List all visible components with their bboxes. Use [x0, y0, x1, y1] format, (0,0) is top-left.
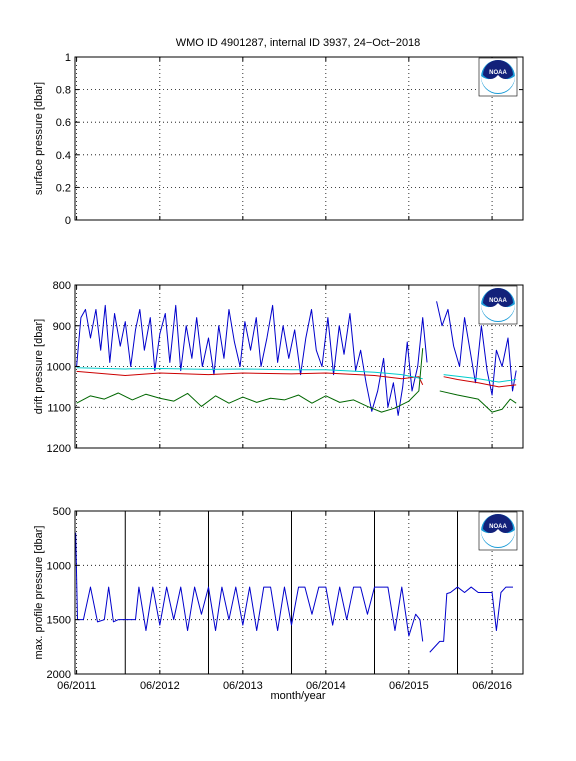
x-tick-label: 06/2012 — [140, 680, 180, 692]
y-tick-label: 1000 — [47, 362, 71, 374]
logo-sky — [483, 60, 513, 79]
y-tick-label: 2000 — [47, 669, 71, 681]
y-axis-label: surface pressure [dbar] — [33, 82, 45, 195]
y-tick-label: 0.6 — [56, 117, 71, 129]
chart-title: WMO ID 4901287, internal ID 3937, 24−Oct… — [176, 37, 421, 49]
drift-pressure-panel: 800 900 1000 1100 1200 drift pressure [dbar] N… — [33, 280, 524, 455]
series-line-green — [439, 390, 517, 413]
y-tick-label: 900 — [53, 321, 71, 333]
y-tick-label: 1200 — [47, 443, 71, 455]
y-tick-label: 500 — [53, 506, 71, 518]
x-tick-label: 06/2013 — [223, 680, 263, 692]
x-tick-label: 06/2016 — [472, 680, 512, 692]
surface-pressure-panel: 0 0.2 0.4 0.6 0.8 1 surface pressure [dbar] NOA… — [33, 52, 524, 227]
noaa-logo: NOAA — [478, 285, 518, 325]
logo-text: NOAA — [489, 298, 507, 304]
x-tick-label: 06/2014 — [306, 680, 346, 692]
y-tick-label: 0.8 — [56, 85, 71, 97]
y-tick-label: 0 — [65, 215, 71, 227]
y-tick-label: 1100 — [47, 402, 71, 414]
y-tick-label: 800 — [53, 280, 71, 292]
series-line-blue — [436, 301, 517, 396]
y-tick-label: 0.2 — [56, 182, 71, 194]
series-line-blue — [429, 586, 513, 653]
series-line-cyan — [443, 374, 517, 383]
noaa-logo: NOAA — [478, 57, 518, 97]
series-line-red — [443, 376, 517, 388]
series-line-green — [76, 348, 424, 413]
plot-frame — [74, 510, 524, 675]
logo-text: NOAA — [489, 70, 507, 76]
y-axis-label: drift pressure [dbar] — [33, 319, 45, 414]
logo-wave — [481, 74, 515, 93]
series-line-blue — [75, 532, 424, 642]
y-tick-label: 1000 — [47, 560, 71, 572]
logo-sky — [483, 288, 513, 307]
y-tick-label: 1 — [65, 52, 71, 64]
y-axis-label: max. profile pressure [dbar] — [33, 526, 45, 660]
y-tick-label: 1500 — [47, 615, 71, 627]
plot-frame — [74, 56, 524, 221]
x-tick-label: 06/2015 — [389, 680, 429, 692]
logo-wave — [481, 528, 515, 547]
logo-text: NOAA — [489, 524, 507, 530]
series-line-cyan — [76, 367, 423, 380]
series-line-blue — [76, 304, 428, 416]
x-axis-label: month/year — [270, 690, 325, 702]
x-tick-label: 06/2011 — [57, 680, 96, 692]
logo-wave — [481, 302, 515, 321]
noaa-logo: NOAA — [478, 511, 518, 551]
y-tick-label: 0.4 — [56, 150, 71, 162]
logo-sky — [483, 514, 513, 533]
series-line-red — [76, 370, 424, 386]
